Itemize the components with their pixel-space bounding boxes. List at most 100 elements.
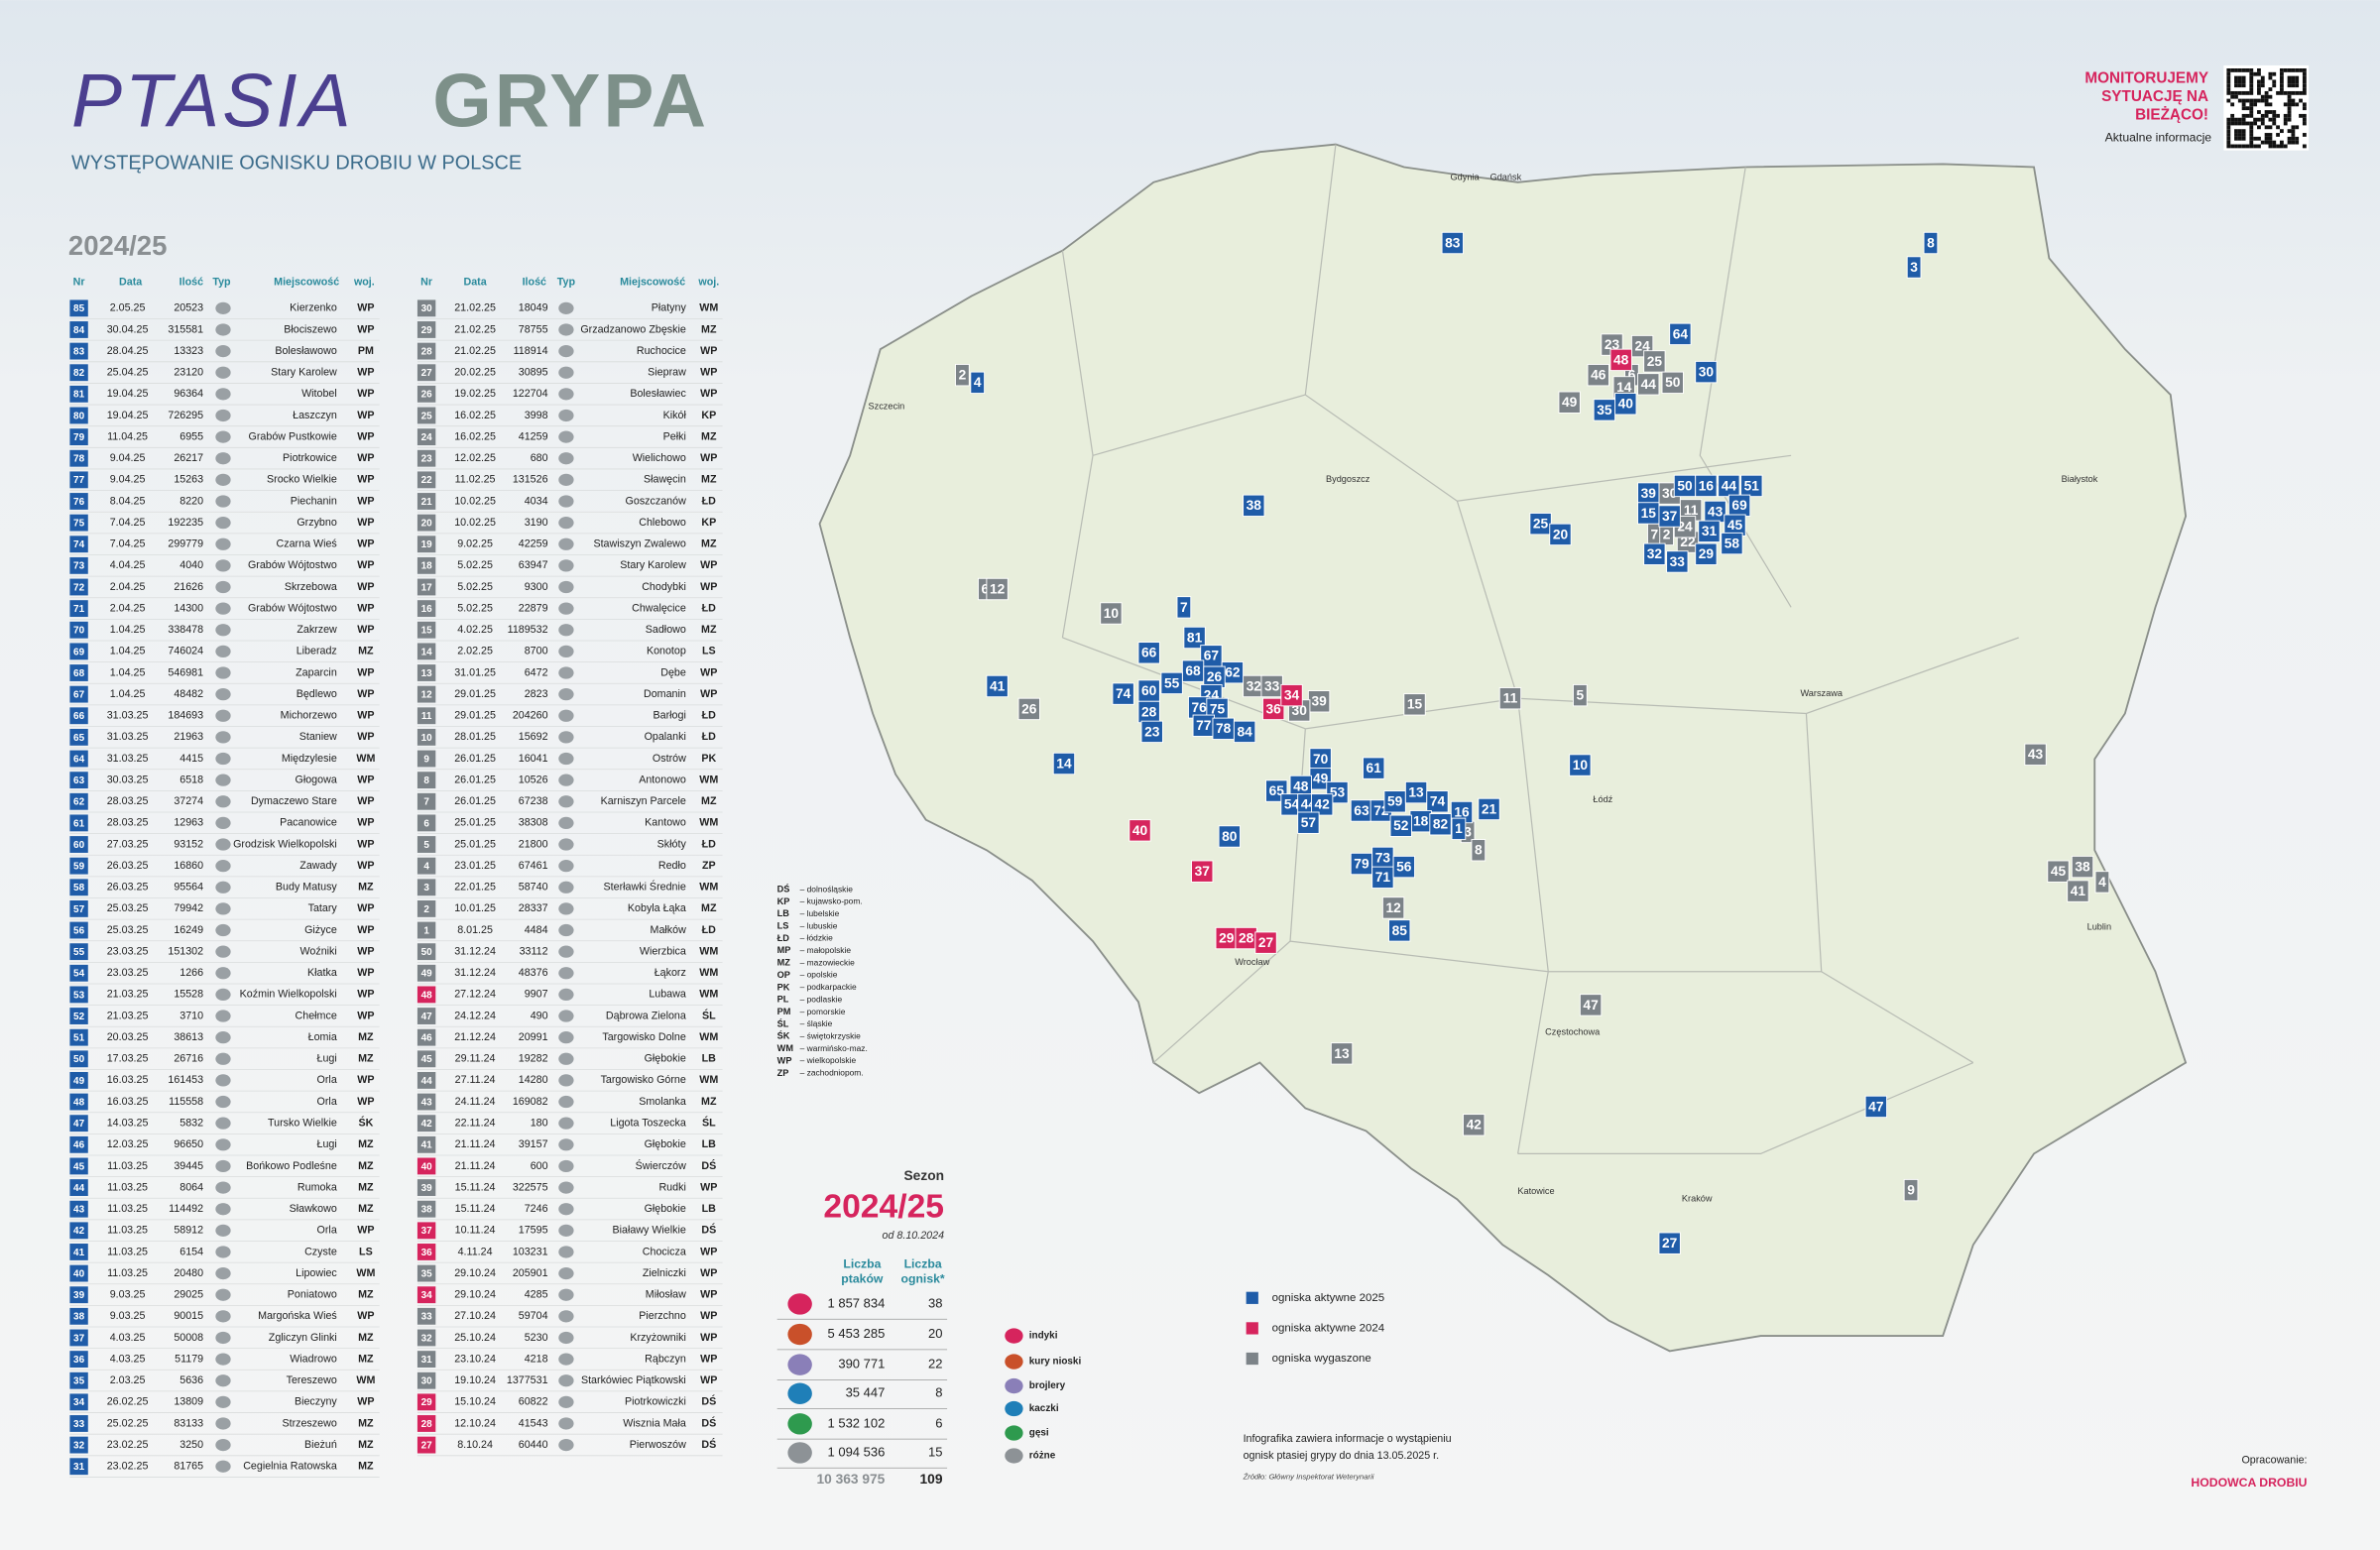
row-place: Ługi bbox=[317, 1138, 337, 1150]
row-number: 29 bbox=[421, 1397, 433, 1408]
row-quantity: 58912 bbox=[174, 1225, 203, 1237]
row-number: 50 bbox=[421, 947, 433, 958]
row-date: 23.02.25 bbox=[107, 1461, 149, 1473]
qr-module bbox=[2268, 117, 2273, 122]
row-date: 9.03.25 bbox=[110, 1289, 146, 1301]
qr-module bbox=[2249, 133, 2254, 137]
row-voivodeship: WP bbox=[700, 559, 717, 571]
birds-count: 5 453 285 bbox=[828, 1326, 886, 1341]
season-since: od 8.10.2024 bbox=[883, 1230, 945, 1242]
outbreak-number: 49 bbox=[1562, 395, 1578, 410]
nr-badge bbox=[69, 1222, 88, 1240]
row-quantity: 315581 bbox=[168, 323, 203, 335]
row-date: 4.02.25 bbox=[457, 624, 493, 636]
type-icon bbox=[215, 388, 231, 401]
row-quantity: 83133 bbox=[174, 1417, 203, 1429]
type-icon bbox=[558, 1138, 574, 1151]
row-voivodeship: WP bbox=[357, 902, 374, 914]
outbreak-marker bbox=[1160, 671, 1183, 695]
nr-badge bbox=[416, 643, 436, 660]
outbreak-number: 27 bbox=[1662, 1236, 1678, 1251]
outbreak-number: 69 bbox=[1731, 498, 1747, 513]
birds-count: 1 857 834 bbox=[828, 1295, 886, 1310]
row-quantity: 23120 bbox=[174, 367, 203, 379]
nr-badge bbox=[416, 1436, 436, 1454]
row-place: Wielichowo bbox=[633, 452, 686, 464]
type-icon bbox=[215, 752, 231, 766]
subtitle: WYSTĘPOWANIE OGNISKU DROBIU W POLSCE bbox=[71, 153, 522, 175]
type-icon bbox=[558, 580, 574, 594]
nr-badge bbox=[69, 578, 88, 596]
type-icon bbox=[215, 344, 231, 358]
type-icon bbox=[558, 860, 574, 873]
row-place: Cegielnia Ratowska bbox=[243, 1461, 337, 1473]
row-voivodeship: WP bbox=[357, 838, 374, 850]
row-date: 4.03.25 bbox=[110, 1353, 146, 1365]
type-icon bbox=[215, 988, 231, 1002]
outbreak-number: 82 bbox=[1433, 817, 1449, 832]
outbreak-number: 14 bbox=[1056, 756, 1072, 771]
city-label: Gdańsk bbox=[1490, 173, 1522, 182]
row-quantity: 680 bbox=[531, 452, 548, 464]
row-place: Chlebowo bbox=[639, 517, 686, 529]
qr-module bbox=[2283, 144, 2288, 149]
outbreak-marker bbox=[1426, 790, 1449, 813]
qr-module bbox=[2287, 94, 2292, 99]
row-voivodeship: WP bbox=[357, 967, 374, 979]
qr-module bbox=[2234, 129, 2238, 134]
type-icon bbox=[558, 881, 574, 894]
title-part1: PTASIA bbox=[71, 59, 354, 143]
row-number: 34 bbox=[421, 1290, 433, 1301]
type-icon bbox=[558, 967, 574, 980]
row-place: Kłatka bbox=[307, 967, 337, 979]
nr-badge bbox=[416, 1135, 436, 1153]
row-voivodeship: WP bbox=[700, 1181, 717, 1193]
qr-module bbox=[2237, 83, 2242, 88]
outbreak-marker bbox=[1297, 811, 1320, 834]
type-icon bbox=[215, 945, 231, 958]
city-label: Kraków bbox=[1682, 1194, 1713, 1204]
row-number: 82 bbox=[73, 368, 85, 379]
qr-module bbox=[2245, 113, 2250, 118]
row-quantity: 161453 bbox=[168, 1074, 203, 1086]
outbreak-number: 42 bbox=[1315, 797, 1331, 812]
nr-badge bbox=[69, 964, 88, 982]
row-place: Międzylesie bbox=[282, 753, 337, 765]
outbreak-number: 61 bbox=[1367, 761, 1382, 775]
type-icon bbox=[558, 1159, 574, 1173]
nr-badge bbox=[416, 321, 436, 338]
qr-module bbox=[2268, 125, 2273, 130]
outbreak-number: 79 bbox=[1354, 856, 1369, 871]
outbreak-number: 32 bbox=[1247, 678, 1262, 693]
row-number: 23 bbox=[421, 454, 433, 465]
row-number: 24 bbox=[421, 432, 433, 443]
row-number: 83 bbox=[73, 346, 85, 357]
row-voivodeship: WP bbox=[357, 688, 374, 700]
row-quantity: 42259 bbox=[519, 538, 548, 550]
qr-module bbox=[2249, 68, 2254, 72]
nr-badge bbox=[416, 1371, 436, 1389]
type-icon bbox=[215, 838, 231, 851]
row-place: Łomia bbox=[308, 1031, 337, 1043]
row-place: Grabów Wójtostwo bbox=[248, 602, 337, 614]
type-icon bbox=[215, 323, 231, 336]
type-icon bbox=[215, 1224, 231, 1237]
qr-module bbox=[2295, 79, 2300, 84]
qr-code[interactable] bbox=[2223, 64, 2310, 151]
qr-module bbox=[2302, 106, 2307, 111]
qr-module bbox=[2291, 83, 2296, 88]
type-icon bbox=[215, 1031, 231, 1044]
type-icon bbox=[215, 1010, 231, 1022]
qr-module bbox=[2237, 121, 2242, 126]
qr-module bbox=[2299, 98, 2303, 103]
row-date: 26.01.25 bbox=[454, 795, 496, 807]
type-icon bbox=[558, 1331, 574, 1345]
type-icon bbox=[558, 774, 574, 786]
qr-module bbox=[2264, 133, 2269, 137]
row-date: 15.11.24 bbox=[455, 1203, 496, 1215]
row-place: Chełmce bbox=[296, 1010, 337, 1021]
qr-module bbox=[2249, 129, 2254, 134]
qr-module bbox=[2295, 125, 2300, 130]
row-date: 25.02.25 bbox=[107, 1417, 149, 1429]
nr-badge bbox=[416, 964, 436, 982]
